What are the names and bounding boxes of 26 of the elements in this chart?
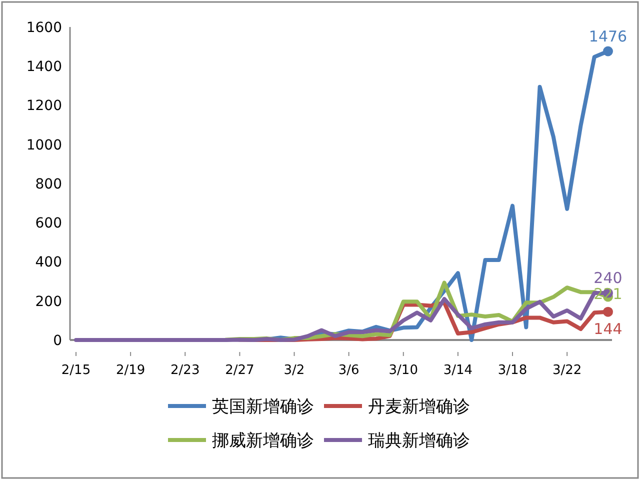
x-tick-label: 2/15 — [61, 363, 91, 378]
x-tick-label: 2/19 — [116, 363, 146, 378]
x-tick-label: 3/22 — [552, 363, 582, 378]
y-tick-label: 1200 — [26, 98, 62, 114]
legend-label: 挪威新增确诊 — [212, 431, 314, 451]
y-tick-label: 1600 — [26, 20, 62, 36]
x-tick-label: 2/23 — [170, 363, 200, 378]
data-label: 1476 — [588, 27, 628, 46]
legend-label: 英国新增确诊 — [212, 397, 314, 417]
y-tick-label: 1400 — [26, 59, 62, 76]
y-tick-label: 600 — [35, 216, 62, 232]
y-tick-label: 400 — [35, 254, 62, 271]
legend-label: 瑞典新增确诊 — [368, 431, 470, 451]
legend-label: 丹麦新增确诊 — [368, 397, 470, 417]
y-tick-label: 200 — [35, 294, 62, 310]
x-tick-label: 3/2 — [284, 363, 305, 378]
data-label: 144 — [594, 320, 622, 338]
data-label: 240 — [594, 269, 622, 288]
x-tick-label: 3/6 — [338, 363, 360, 378]
y-tick-label: 0 — [53, 332, 62, 349]
x-tick-label: 3/18 — [498, 363, 528, 378]
y-tick-label: 1000 — [26, 137, 62, 154]
x-tick-label: 3/10 — [388, 363, 418, 378]
x-tick-label: 3/14 — [443, 363, 473, 378]
y-tick-label: 800 — [35, 176, 62, 192]
x-tick-label: 2/27 — [225, 363, 254, 378]
